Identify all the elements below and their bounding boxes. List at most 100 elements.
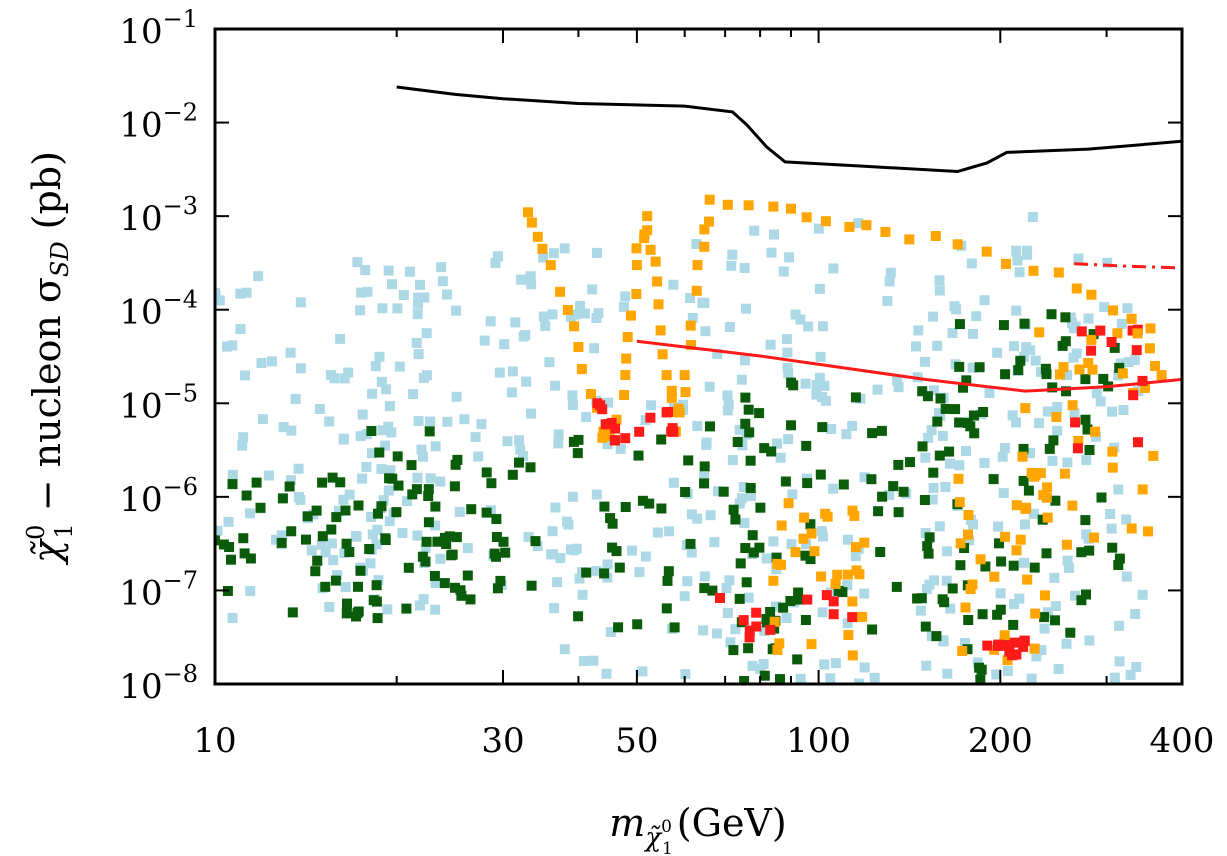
dark-green-point xyxy=(1018,443,1029,454)
red-point xyxy=(1019,635,1030,646)
light-blue-point xyxy=(335,333,346,344)
x-label-sub-base: χ̃ xyxy=(643,823,663,853)
light-blue-point xyxy=(544,357,555,368)
dark-green-point xyxy=(996,556,1007,567)
light-blue-point xyxy=(1050,601,1061,612)
light-blue-point xyxy=(941,575,952,586)
light-blue-point xyxy=(361,461,372,472)
red-point xyxy=(821,590,832,601)
dark-green-point xyxy=(663,566,674,577)
light-blue-point xyxy=(365,558,376,569)
light-blue-point xyxy=(722,608,733,618)
light-blue-point xyxy=(884,276,895,287)
light-blue-point xyxy=(1114,656,1125,667)
dark-green-point xyxy=(340,505,351,516)
light-blue-point xyxy=(979,295,990,306)
light-blue-point xyxy=(278,422,289,433)
light-blue-point xyxy=(398,290,409,300)
light-blue-point xyxy=(567,491,578,502)
dark-green-point xyxy=(728,645,739,656)
light-blue-point xyxy=(786,539,797,550)
orange-resonance-band-point xyxy=(620,370,631,380)
light-blue-point xyxy=(240,370,250,381)
light-blue-point xyxy=(518,451,528,462)
dark-green-point xyxy=(785,596,796,606)
light-blue-point xyxy=(383,265,394,276)
light-blue-point xyxy=(692,513,703,524)
dark-green-point xyxy=(1084,545,1095,556)
light-blue-point xyxy=(418,451,428,462)
light-blue-point xyxy=(967,362,978,373)
light-blue-point xyxy=(416,444,427,455)
red-point xyxy=(1095,325,1106,336)
light-blue-point xyxy=(436,262,447,273)
orange-point xyxy=(1051,412,1062,422)
light-blue-point xyxy=(324,602,335,612)
light-blue-point xyxy=(721,583,732,593)
dark-green-point xyxy=(944,446,955,457)
light-blue-point xyxy=(510,317,521,328)
light-blue-point xyxy=(726,260,737,271)
dark-green-point xyxy=(507,469,518,480)
light-blue-point xyxy=(697,297,708,308)
orange-point xyxy=(1143,526,1153,537)
light-blue-point xyxy=(769,229,779,240)
light-blue-point xyxy=(961,446,971,456)
orange-point xyxy=(1148,450,1159,461)
orange-point xyxy=(999,630,1010,641)
red-point xyxy=(1131,345,1142,356)
dark-green-point xyxy=(1107,542,1118,553)
dark-green-point xyxy=(1044,443,1055,454)
light-blue-point xyxy=(328,555,339,566)
orange-point xyxy=(799,512,810,523)
orange-point xyxy=(774,638,785,649)
orange-resonance-band-point xyxy=(1028,265,1039,276)
dark-green-point xyxy=(1023,485,1034,496)
dark-green-point xyxy=(754,408,765,419)
light-blue-point xyxy=(739,355,750,366)
light-blue-point xyxy=(1000,443,1010,453)
light-blue-point xyxy=(592,247,602,258)
orange-resonance-band-point xyxy=(537,243,548,254)
light-blue-point xyxy=(411,338,422,348)
light-blue-point xyxy=(1099,302,1110,313)
light-blue-point xyxy=(747,660,758,671)
orange-resonance-band-point xyxy=(576,364,587,375)
light-blue-point xyxy=(783,434,794,445)
dark-green-point xyxy=(838,479,849,490)
dark-green-point xyxy=(932,416,943,427)
light-blue-point xyxy=(257,414,268,425)
light-blue-point xyxy=(518,331,529,342)
orange-point xyxy=(1117,368,1128,379)
dark-green-point xyxy=(1015,355,1026,366)
light-blue-point xyxy=(415,279,425,290)
dark-green-point xyxy=(384,473,395,484)
red-resonance-points-point xyxy=(645,412,656,423)
orange-resonance-band-point xyxy=(661,370,672,381)
light-blue-point xyxy=(473,451,484,462)
dark-green-point xyxy=(599,501,610,512)
light-blue-point xyxy=(414,600,425,611)
light-blue-point xyxy=(1011,305,1022,316)
light-blue-point xyxy=(324,416,335,427)
limit-curves xyxy=(396,85,1182,393)
dark-green-point xyxy=(632,619,643,630)
light-blue-point xyxy=(355,305,366,316)
dark-green-point xyxy=(873,506,884,517)
light-blue-point xyxy=(1131,662,1142,672)
orange-resonance-band-point xyxy=(586,389,596,399)
x-tick-label: 50 xyxy=(615,721,658,761)
dark-green-point xyxy=(1050,615,1060,626)
light-blue-point xyxy=(966,258,977,269)
orange-resonance-band-point xyxy=(545,260,556,271)
light-blue-point xyxy=(580,308,590,319)
light-blue-point xyxy=(374,351,385,362)
dark-green-point xyxy=(374,447,385,458)
orange-resonance-band-point xyxy=(657,349,668,360)
light-blue-point xyxy=(418,594,429,605)
light-blue-point xyxy=(859,662,870,673)
light-blue-point xyxy=(935,410,946,421)
light-blue-point xyxy=(1084,635,1095,646)
dark-green-point xyxy=(486,478,497,489)
orange-point xyxy=(1107,462,1118,473)
